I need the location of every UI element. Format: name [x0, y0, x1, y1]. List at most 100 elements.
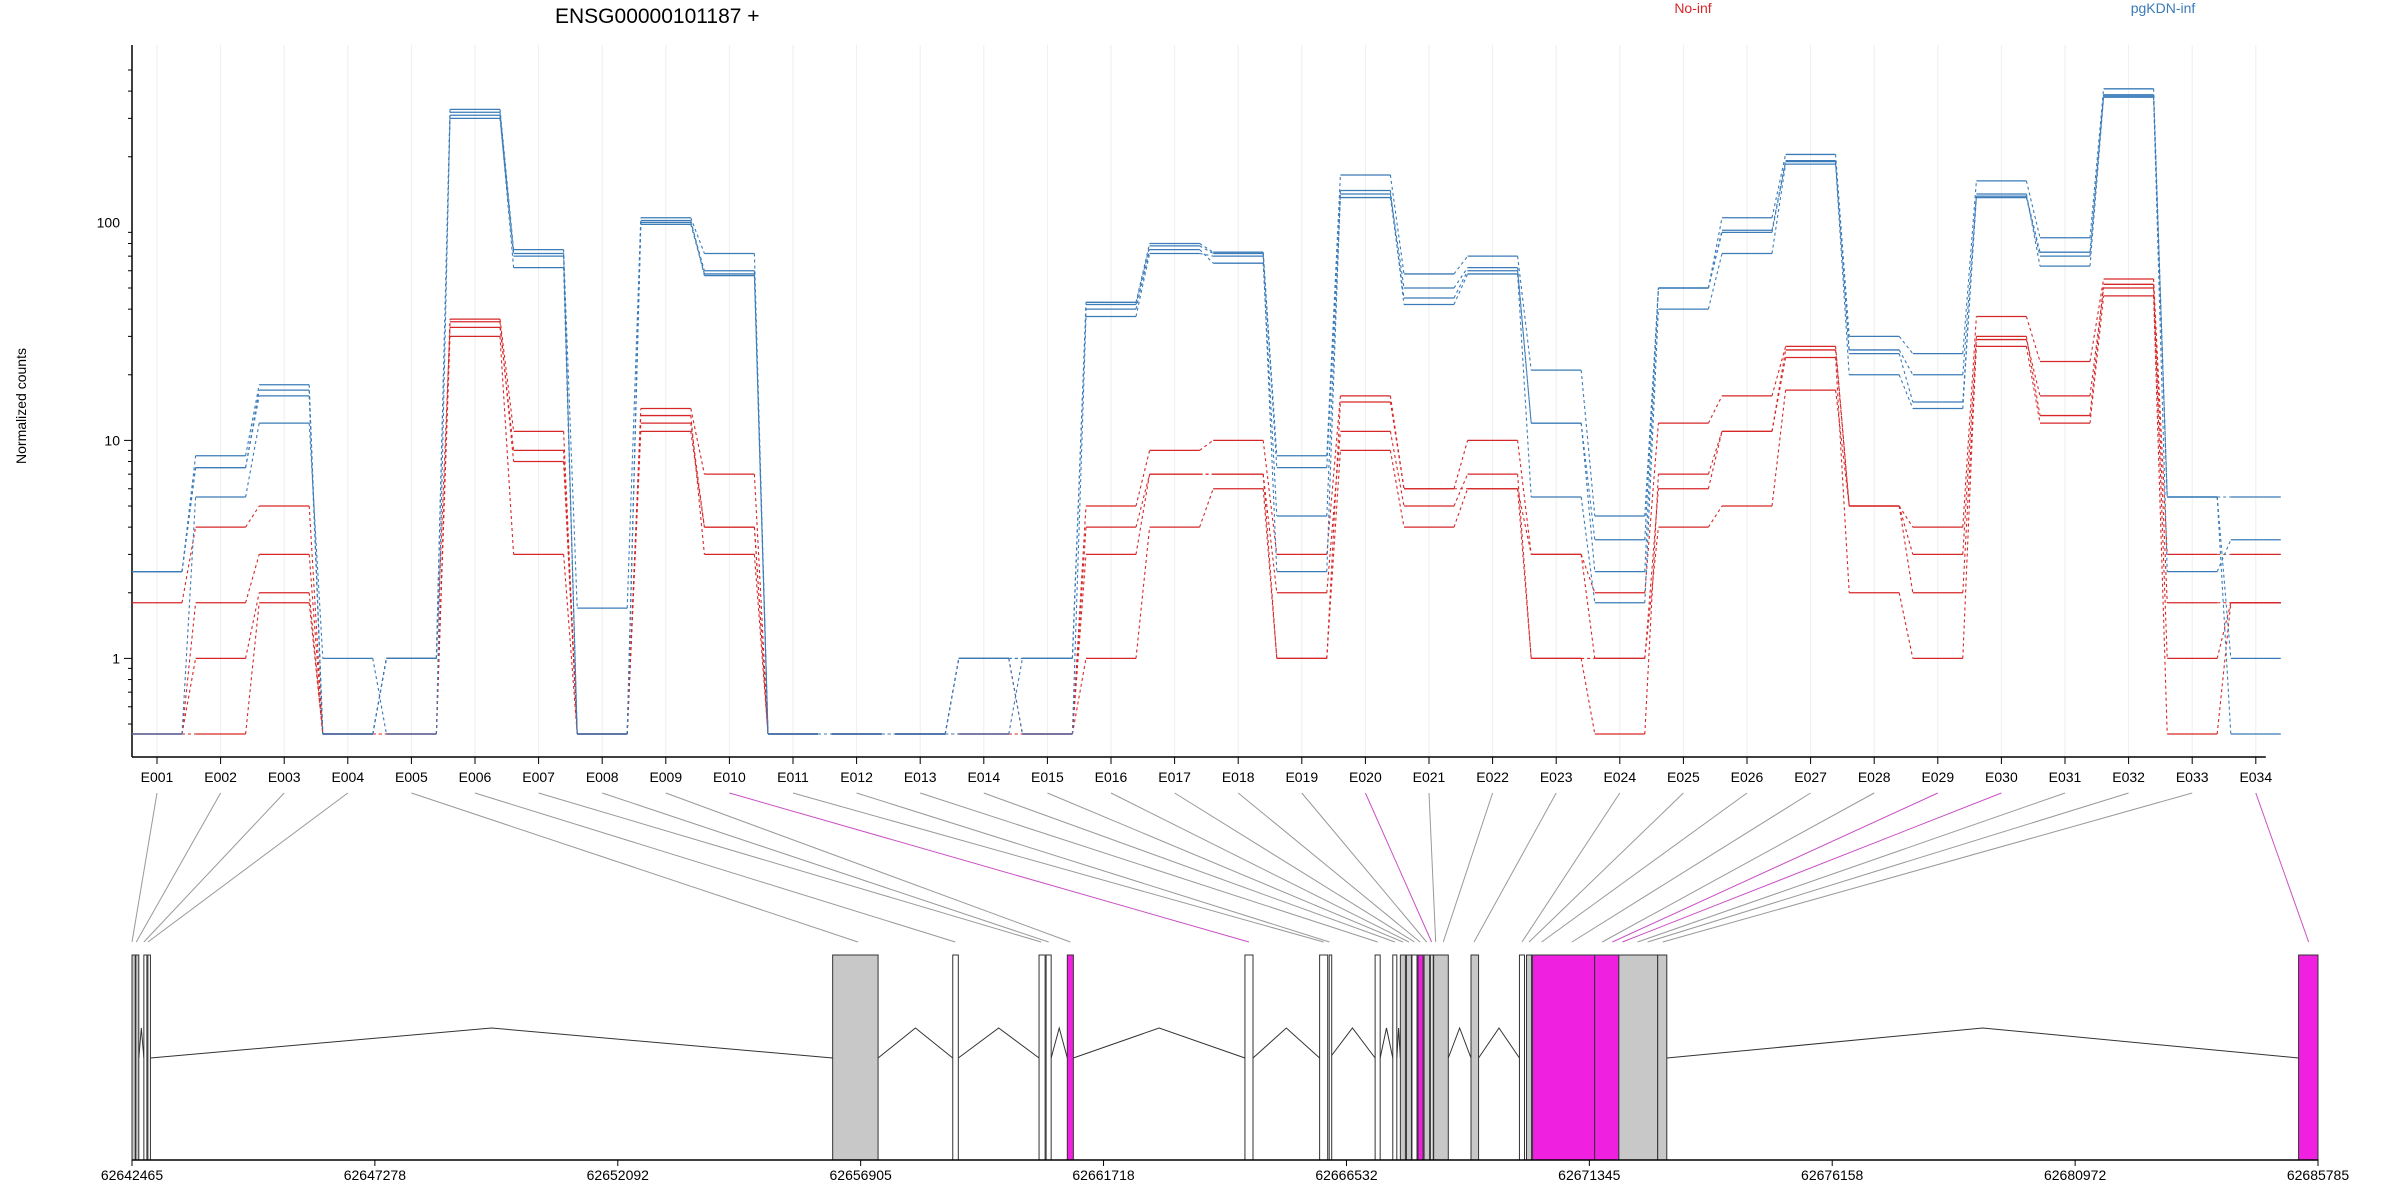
series-connector — [499, 115, 515, 268]
y-tick-label: 10 — [104, 432, 120, 448]
series-connector — [2153, 97, 2168, 498]
exon-block-e014 — [1392, 954, 1398, 1161]
series-connector — [690, 224, 705, 275]
coordinate-tick-label: 62671345 — [1558, 1167, 1621, 1183]
series-connector — [1199, 439, 1214, 451]
series-pgkdn-inf-7 — [132, 94, 2281, 735]
series-no-inf-1 — [132, 287, 2281, 735]
series-connector — [245, 592, 260, 659]
series-connector — [1898, 505, 1914, 593]
x-tick-label-e029: E029 — [1921, 769, 1954, 785]
coordinate-tick-label: 62661718 — [1072, 1167, 1135, 1183]
exon-link-line — [1571, 792, 1811, 943]
x-tick-label-e011: E011 — [777, 769, 809, 785]
series-connector — [1008, 658, 1023, 735]
series-connector — [1071, 658, 1087, 735]
series-connector — [1835, 357, 1850, 593]
series-connector — [1517, 267, 1532, 424]
exon-block-e015 — [1399, 954, 1406, 1161]
x-tick-label-e008: E008 — [586, 769, 619, 785]
series-connector — [1962, 336, 1977, 555]
exon-block-e024 — [1526, 954, 1533, 1161]
series-connector — [1262, 256, 1278, 572]
coordinate-tick-label: 62656905 — [830, 1167, 893, 1183]
series-connector — [1326, 401, 1341, 659]
series-connector — [1962, 316, 1977, 528]
y-axis-label: Normalized counts — [13, 348, 29, 464]
series-connector — [308, 554, 324, 735]
exon-block-e016 — [1405, 954, 1412, 1161]
series-connector — [563, 253, 578, 735]
exon-link-line — [1428, 792, 1437, 943]
coordinate-tick-label: 62676158 — [1801, 1167, 1864, 1183]
series-connector — [499, 336, 515, 555]
series-connector — [1771, 154, 1787, 218]
exon-block-e020 — [1430, 954, 1434, 1161]
x-tick-label-e017: E017 — [1158, 769, 1191, 785]
intron-line — [1379, 1027, 1394, 1059]
coordinate-tick-label: 62685785 — [2287, 1167, 2350, 1183]
series-connector — [753, 474, 769, 735]
series-connector — [1707, 230, 1723, 289]
series-connector — [1135, 253, 1151, 317]
series-connector — [499, 319, 515, 432]
series-connector — [1707, 217, 1723, 289]
exon-block-e001 — [131, 954, 136, 1161]
exon-link-line — [602, 792, 1049, 943]
plot-axes: 1 10 100 E001 E002 E003 E004 E005 E006 E007 E008 E0… — [97, 45, 2272, 785]
series-connector — [2089, 97, 2105, 267]
exon-block-e011 — [1319, 954, 1329, 1161]
series-connector — [1389, 431, 1405, 507]
series-connector — [1199, 249, 1214, 264]
intron-line — [1252, 1027, 1320, 1059]
series-connector — [1517, 270, 1532, 424]
exon-link-lines — [131, 792, 2310, 943]
series-connector — [181, 602, 197, 735]
series-connector — [2153, 278, 2168, 555]
series-connector — [1453, 440, 1469, 489]
series-connector — [1517, 474, 1532, 659]
exon-block-e022 — [1470, 954, 1480, 1161]
exon-block-e025 — [1532, 954, 1596, 1161]
series-connector — [563, 249, 578, 609]
exon-block-e013 — [1374, 954, 1381, 1161]
series-connector — [1326, 193, 1341, 468]
exon-block-e002 — [135, 954, 140, 1161]
coordinate-tick-label: 62680972 — [2044, 1167, 2107, 1183]
series-connector — [2089, 284, 2105, 416]
x-tick-label-e006: E006 — [459, 769, 492, 785]
series-connector — [1580, 554, 1596, 659]
exon-link-line — [2255, 792, 2310, 943]
series-connector — [1199, 245, 1214, 254]
series-connector — [626, 222, 642, 735]
series-connector — [626, 217, 642, 609]
series-connector — [181, 527, 197, 603]
exon-link-line — [1541, 792, 1748, 943]
series-connector — [1898, 505, 1914, 555]
series-connector — [2089, 295, 2105, 424]
series-connector — [2089, 94, 2105, 253]
intron-line — [138, 1027, 145, 1059]
series-connector — [1135, 450, 1151, 507]
series-connector — [1199, 243, 1214, 253]
series-connector — [2089, 287, 2105, 396]
series-connector — [1326, 450, 1341, 659]
x-tick-label-e018: E018 — [1222, 769, 1255, 785]
intron-line — [1396, 1027, 1401, 1059]
series-connector — [753, 527, 769, 735]
series-connector — [1389, 401, 1405, 489]
series-connector — [690, 408, 705, 475]
exon-link-line — [1301, 792, 1427, 943]
exon-link-line — [1442, 792, 1494, 943]
series-connector — [1453, 255, 1469, 275]
series-connector — [2025, 195, 2041, 253]
series-connector — [1326, 431, 1341, 593]
exon-block-e027 — [1618, 954, 1659, 1161]
series-connector — [2025, 180, 2041, 238]
legend-entry-no-inf: No-inf — [1674, 0, 1711, 16]
x-tick-label-e003: E003 — [268, 769, 301, 785]
x-tick-label-e016: E016 — [1095, 769, 1128, 785]
grid-lines — [156, 45, 2257, 757]
exon-link-line — [131, 792, 158, 943]
series-connector — [563, 450, 578, 735]
